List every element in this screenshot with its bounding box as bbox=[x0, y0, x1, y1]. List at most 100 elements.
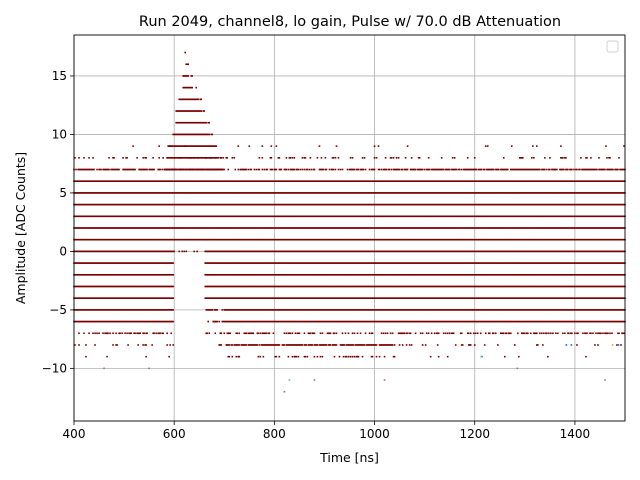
data-point bbox=[351, 168, 354, 171]
data-point bbox=[324, 157, 327, 159]
data-point bbox=[240, 273, 243, 276]
data-point bbox=[382, 203, 385, 206]
data-point bbox=[185, 157, 187, 159]
data-point bbox=[180, 168, 182, 171]
data-point bbox=[326, 250, 329, 253]
data-point bbox=[242, 262, 245, 264]
data-point bbox=[86, 250, 88, 253]
data-point bbox=[381, 262, 384, 264]
data-point bbox=[94, 285, 96, 288]
data-point bbox=[344, 285, 347, 288]
data-point bbox=[186, 168, 189, 171]
data-point bbox=[324, 273, 327, 276]
data-point bbox=[303, 250, 306, 253]
data-point bbox=[337, 203, 340, 206]
data-point bbox=[357, 192, 360, 194]
data-point bbox=[379, 297, 382, 299]
data-point bbox=[344, 180, 347, 183]
data-point bbox=[275, 203, 278, 206]
data-point bbox=[221, 168, 224, 171]
data-point bbox=[185, 145, 187, 147]
data-point bbox=[286, 203, 289, 206]
data-point bbox=[389, 203, 392, 206]
data-point bbox=[236, 320, 239, 323]
data-point bbox=[356, 285, 359, 288]
data-point bbox=[269, 215, 272, 218]
data-point bbox=[186, 121, 189, 124]
data-point bbox=[276, 227, 279, 229]
data-point bbox=[290, 344, 293, 346]
data-point bbox=[127, 297, 129, 299]
data-point bbox=[333, 180, 336, 183]
data-point bbox=[308, 332, 311, 335]
data-point bbox=[211, 192, 214, 194]
data-point bbox=[188, 121, 191, 124]
data-point bbox=[107, 238, 109, 241]
data-point bbox=[139, 203, 141, 206]
data-point bbox=[146, 250, 148, 253]
data-point bbox=[295, 344, 298, 346]
data-point bbox=[365, 344, 368, 346]
data-point bbox=[284, 192, 287, 194]
data-point bbox=[216, 192, 219, 194]
data-point bbox=[237, 227, 240, 229]
data-point bbox=[236, 344, 239, 346]
data-point bbox=[335, 262, 338, 264]
data-point bbox=[109, 332, 111, 335]
data-point bbox=[128, 203, 130, 206]
data-point bbox=[91, 168, 93, 171]
data-point bbox=[281, 285, 284, 288]
data-point bbox=[77, 227, 79, 229]
data-point bbox=[368, 320, 371, 323]
data-point bbox=[355, 215, 358, 218]
data-point bbox=[341, 215, 344, 218]
data-point bbox=[270, 250, 273, 253]
data-point bbox=[147, 262, 149, 264]
data-point bbox=[262, 227, 265, 229]
data-point bbox=[241, 227, 244, 229]
data-point bbox=[342, 180, 345, 183]
data-point bbox=[333, 297, 336, 299]
data-point bbox=[326, 180, 329, 183]
data-point bbox=[201, 227, 204, 229]
data-point bbox=[259, 285, 262, 288]
data-point bbox=[327, 332, 330, 335]
data-point bbox=[172, 157, 174, 159]
data-point bbox=[136, 192, 138, 194]
data-point bbox=[297, 203, 300, 206]
data-point bbox=[320, 262, 323, 264]
data-point bbox=[232, 192, 235, 194]
data-point bbox=[284, 180, 287, 183]
data-point bbox=[366, 320, 369, 323]
data-point bbox=[172, 238, 174, 241]
data-point bbox=[387, 215, 390, 218]
data-point bbox=[341, 262, 344, 264]
data-point bbox=[376, 238, 379, 241]
data-point bbox=[74, 250, 76, 253]
data-point bbox=[334, 297, 337, 299]
data-point bbox=[187, 145, 190, 147]
data-point bbox=[74, 203, 76, 206]
data-point bbox=[215, 203, 218, 206]
data-point bbox=[174, 145, 176, 147]
data-point bbox=[343, 215, 346, 218]
data-point bbox=[361, 203, 364, 206]
data-point bbox=[110, 192, 112, 194]
data-point bbox=[272, 250, 275, 253]
data-point bbox=[242, 192, 245, 194]
data-point bbox=[233, 344, 236, 346]
data-point bbox=[227, 262, 230, 264]
data-point bbox=[291, 192, 294, 194]
data-point bbox=[143, 215, 145, 218]
data-point bbox=[331, 273, 334, 276]
data-point bbox=[137, 285, 139, 288]
data-point bbox=[348, 320, 351, 323]
data-point bbox=[292, 168, 295, 171]
data-point bbox=[138, 227, 140, 229]
data-point bbox=[74, 157, 76, 159]
data-point bbox=[381, 227, 384, 229]
data-point bbox=[162, 238, 164, 241]
data-point bbox=[345, 227, 348, 229]
data-point bbox=[215, 192, 218, 194]
data-point bbox=[224, 203, 227, 206]
